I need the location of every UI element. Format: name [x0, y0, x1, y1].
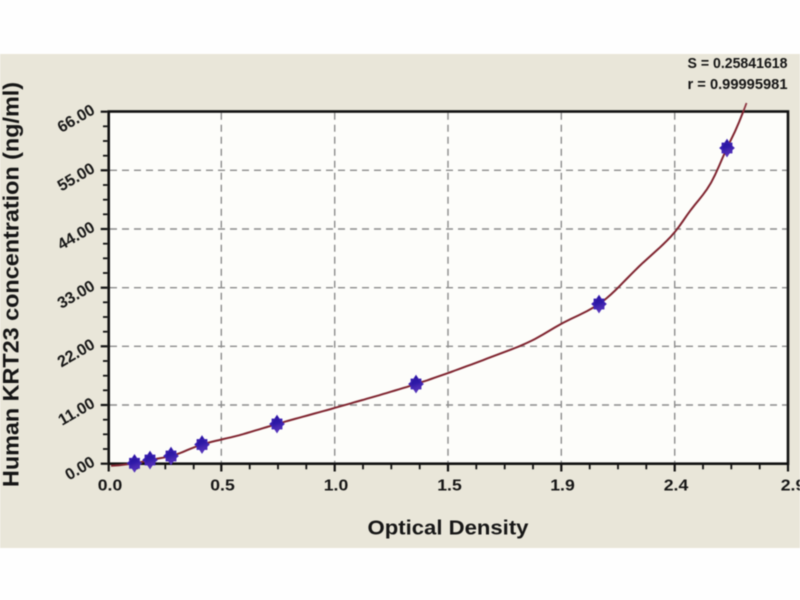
svg-text:1.5: 1.5 — [437, 478, 462, 495]
svg-text:2.9: 2.9 — [781, 478, 800, 495]
svg-text:2.4: 2.4 — [664, 478, 689, 495]
svg-text:Human KRT23 concentration (ng: Human KRT23 concentration (ng/ml) — [0, 82, 24, 487]
svg-text:Optical Density: Optical Density — [368, 518, 530, 540]
svg-text:0.0: 0.0 — [98, 478, 123, 495]
svg-text:1.9: 1.9 — [550, 478, 575, 495]
svg-text:1.0: 1.0 — [324, 478, 349, 495]
svg-text:0.5: 0.5 — [210, 478, 235, 495]
svg-text:S = 0.25841618: S = 0.25841618 — [688, 55, 788, 72]
svg-text:r = 0.99995981: r = 0.99995981 — [688, 76, 788, 93]
